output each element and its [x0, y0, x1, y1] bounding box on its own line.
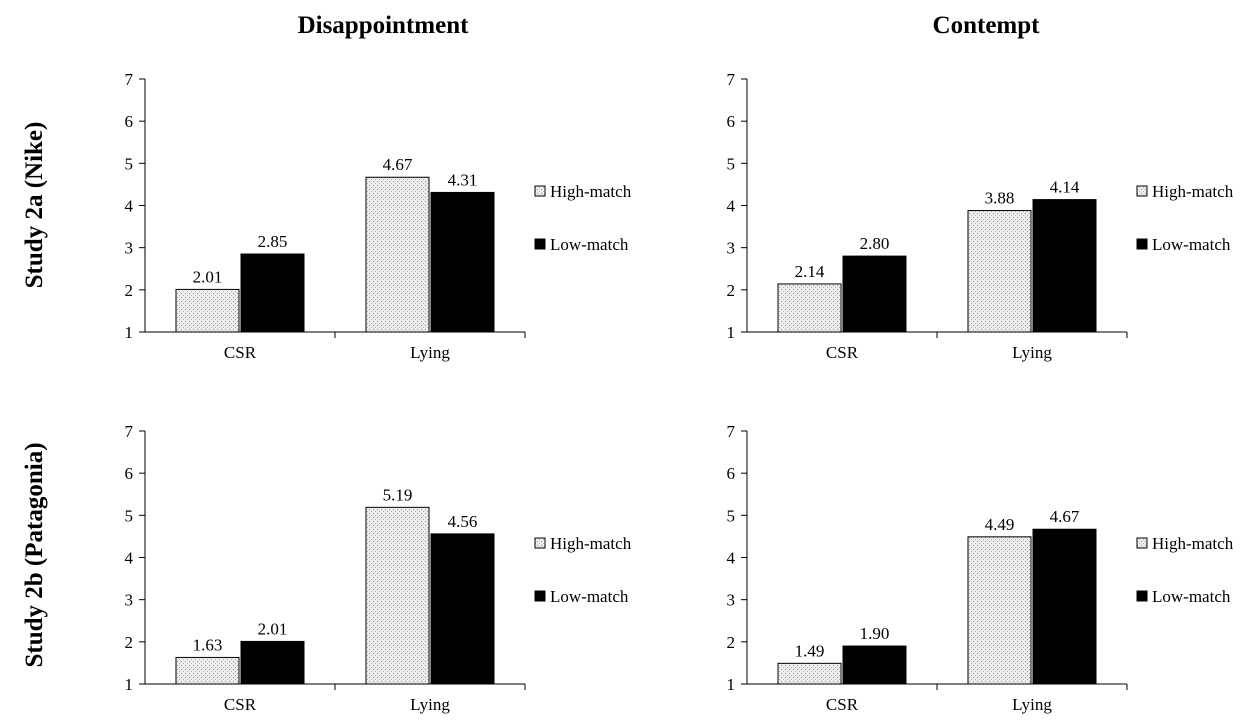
bar-high-match-csr: [175, 288, 240, 333]
legend-swatch-high-match: [534, 537, 546, 549]
y-tick-label: 4: [727, 197, 736, 216]
y-tick-label: 2: [125, 281, 134, 300]
y-tick-label: 5: [125, 154, 134, 173]
legend-label-low-match: Low-match: [1152, 235, 1231, 254]
x-category-label: CSR: [826, 343, 859, 362]
data-label: 5.19: [383, 485, 413, 504]
y-tick-label: 6: [125, 464, 134, 483]
y-tick-label: 3: [125, 239, 134, 258]
row-title-study-2b: Study 2b (Patagonia): [21, 442, 48, 667]
y-tick-label: 7: [125, 422, 134, 441]
x-category-label: CSR: [826, 695, 859, 714]
chart-4: 1 2 3 4 5 6 7 CSR 1.49 1.90 Lying 4.49 4.67 High-matc…: [727, 422, 1234, 714]
y-tick-label: 1: [125, 323, 134, 342]
legend-label-high-match: High-match: [1152, 534, 1234, 553]
legend-label-low-match: Low-match: [550, 235, 629, 254]
column-title-disappointment: Disappointment: [298, 12, 470, 39]
legend-label-high-match: High-match: [550, 182, 632, 201]
y-tick-label: 6: [125, 112, 134, 131]
data-label: 1.49: [795, 641, 825, 660]
bar-low-match-lying: [430, 533, 495, 685]
column-title-contempt: Contempt: [933, 12, 1041, 39]
data-label: 2.01: [193, 267, 223, 286]
legend-swatch-low-match: [534, 590, 546, 602]
data-label: 2.85: [258, 232, 288, 251]
y-tick-label: 5: [727, 154, 736, 173]
bar-high-match-lying: [967, 210, 1032, 333]
bar-high-match-csr: [777, 662, 842, 685]
data-label: 1.90: [860, 624, 890, 643]
legend-label-high-match: High-match: [1152, 182, 1234, 201]
bar-high-match-csr: [175, 656, 240, 685]
bar-low-match-csr: [842, 645, 907, 685]
data-label: 4.31: [448, 170, 478, 189]
x-category-label: Lying: [1012, 343, 1052, 362]
bar-high-match-lying: [365, 176, 430, 333]
chart-panels: 1 2 3 4 5 6 7 CSR 2.01 2.85 Lying 4.67 4.31 High-matc…: [125, 70, 1234, 714]
data-label: 2.01: [258, 619, 288, 638]
legend-swatch-high-match: [534, 185, 546, 197]
y-tick-label: 4: [727, 549, 736, 568]
legend-swatch-high-match: [1136, 185, 1148, 197]
y-tick-label: 5: [727, 506, 736, 525]
y-tick-label: 3: [125, 591, 134, 610]
data-label: 4.67: [1050, 507, 1080, 526]
y-tick-label: 4: [125, 549, 134, 568]
legend-label-low-match: Low-match: [550, 587, 629, 606]
y-tick-label: 3: [727, 591, 736, 610]
y-tick-label: 1: [727, 323, 736, 342]
bar-low-match-lying: [1032, 199, 1097, 333]
data-label: 4.14: [1050, 178, 1080, 197]
x-category-label: Lying: [410, 343, 450, 362]
data-label: 1.63: [193, 635, 223, 654]
bar-low-match-csr: [240, 253, 305, 333]
y-tick-label: 5: [125, 506, 134, 525]
chart-1: 1 2 3 4 5 6 7 CSR 2.01 2.85 Lying 4.67 4.31 High-matc…: [125, 70, 632, 362]
x-category-label: CSR: [224, 695, 257, 714]
data-label: 4.56: [448, 512, 478, 531]
bar-high-match-csr: [777, 283, 842, 333]
data-label: 4.49: [985, 515, 1015, 534]
bar-low-match-lying: [430, 191, 495, 333]
y-tick-label: 2: [125, 633, 134, 652]
bar-low-match-csr: [842, 255, 907, 333]
y-tick-label: 1: [727, 675, 736, 694]
data-label: 2.80: [860, 234, 890, 253]
bar-high-match-lying: [365, 506, 430, 685]
bar-low-match-lying: [1032, 528, 1097, 685]
chart-2: 1 2 3 4 5 6 7 CSR 2.14 2.80 Lying 3.88 4.14 High-matc…: [727, 70, 1234, 362]
y-tick-label: 6: [727, 464, 736, 483]
legend-label-high-match: High-match: [550, 534, 632, 553]
legend-swatch-low-match: [534, 238, 546, 250]
y-tick-label: 1: [125, 675, 134, 694]
x-category-label: Lying: [410, 695, 450, 714]
y-tick-label: 2: [727, 633, 736, 652]
y-tick-label: 2: [727, 281, 736, 300]
data-label: 3.88: [985, 189, 1015, 208]
y-tick-label: 7: [727, 422, 736, 441]
bar-low-match-csr: [240, 640, 305, 685]
y-tick-label: 7: [727, 70, 736, 89]
legend-swatch-high-match: [1136, 537, 1148, 549]
bar-high-match-lying: [967, 536, 1032, 685]
y-tick-label: 6: [727, 112, 736, 131]
legend-swatch-low-match: [1136, 238, 1148, 250]
data-label: 2.14: [795, 262, 825, 281]
chart-3: 1 2 3 4 5 6 7 CSR 1.63 2.01 Lying 5.19 4.56 High-matc…: [125, 422, 632, 714]
y-tick-label: 3: [727, 239, 736, 258]
y-tick-label: 4: [125, 197, 134, 216]
legend-swatch-low-match: [1136, 590, 1148, 602]
y-tick-label: 7: [125, 70, 134, 89]
x-category-label: CSR: [224, 343, 257, 362]
row-title-study-2a: Study 2a (Nike): [21, 122, 48, 289]
legend-label-low-match: Low-match: [1152, 587, 1231, 606]
data-label: 4.67: [383, 155, 413, 174]
x-category-label: Lying: [1012, 695, 1052, 714]
